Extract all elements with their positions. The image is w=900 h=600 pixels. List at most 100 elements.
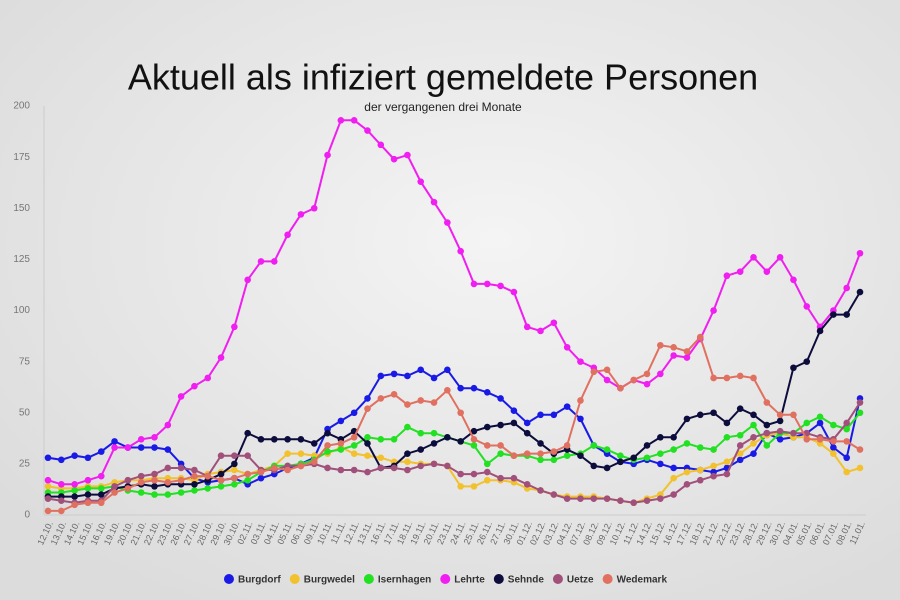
data-point bbox=[750, 254, 757, 261]
data-point bbox=[217, 470, 225, 478]
data-point bbox=[97, 499, 105, 507]
data-point bbox=[710, 446, 717, 453]
data-point bbox=[657, 495, 664, 502]
data-point bbox=[444, 219, 451, 226]
data-point bbox=[244, 476, 251, 484]
data-point bbox=[643, 380, 651, 388]
data-point bbox=[830, 421, 837, 429]
data-point bbox=[550, 456, 558, 464]
data-point bbox=[670, 352, 677, 359]
data-point bbox=[856, 446, 864, 453]
data-point bbox=[790, 364, 797, 372]
data-point bbox=[44, 454, 52, 462]
data-point bbox=[670, 344, 677, 351]
legend-marker bbox=[602, 574, 613, 584]
data-point bbox=[590, 368, 598, 376]
data-point bbox=[763, 268, 771, 275]
data-point bbox=[137, 436, 145, 443]
data-point bbox=[736, 372, 744, 380]
data-point bbox=[670, 464, 677, 472]
data-point bbox=[417, 366, 425, 374]
data-point bbox=[151, 470, 158, 478]
chart-title: Aktuell als infiziert gemeldete Personen bbox=[128, 57, 758, 98]
data-point bbox=[231, 474, 238, 482]
data-point bbox=[377, 372, 385, 380]
data-point bbox=[537, 327, 544, 335]
data-point bbox=[523, 450, 531, 457]
data-point bbox=[164, 491, 172, 498]
data-point bbox=[191, 382, 198, 390]
data-point bbox=[191, 472, 198, 480]
data-point bbox=[683, 354, 691, 361]
data-point bbox=[696, 476, 704, 484]
data-point bbox=[390, 370, 398, 378]
data-point bbox=[84, 454, 92, 462]
y-tick-label: 125 bbox=[13, 254, 30, 265]
data-point bbox=[483, 442, 491, 449]
data-point bbox=[71, 501, 78, 509]
data-point bbox=[390, 155, 398, 163]
data-point bbox=[657, 370, 664, 378]
data-point bbox=[58, 507, 65, 515]
data-point bbox=[843, 419, 850, 427]
data-point bbox=[191, 487, 198, 494]
data-point bbox=[217, 452, 225, 459]
y-tick-label: 75 bbox=[19, 356, 31, 367]
data-point bbox=[404, 466, 411, 474]
data-point bbox=[497, 282, 504, 290]
legend-marker bbox=[363, 574, 374, 584]
data-point bbox=[324, 448, 331, 455]
data-point bbox=[310, 458, 318, 466]
data-point bbox=[430, 460, 438, 468]
data-point bbox=[856, 249, 864, 257]
data-point bbox=[430, 374, 438, 382]
data-point bbox=[364, 433, 371, 441]
data-point bbox=[750, 433, 757, 441]
data-point bbox=[84, 491, 92, 498]
data-point bbox=[483, 389, 491, 396]
data-point bbox=[657, 341, 664, 349]
data-point bbox=[404, 450, 411, 457]
data-point bbox=[404, 423, 411, 431]
data-point bbox=[377, 454, 385, 462]
data-point bbox=[603, 495, 611, 502]
data-point bbox=[430, 440, 438, 447]
data-point bbox=[71, 487, 78, 494]
data-point bbox=[364, 127, 371, 134]
data-point bbox=[630, 454, 638, 462]
data-point bbox=[683, 468, 691, 476]
data-point bbox=[577, 495, 584, 502]
legend-label: Isernhagen bbox=[378, 575, 431, 586]
data-point bbox=[776, 427, 784, 435]
data-point bbox=[510, 474, 518, 482]
data-point bbox=[843, 468, 850, 476]
data-point bbox=[310, 440, 318, 447]
data-point bbox=[630, 499, 638, 507]
data-point bbox=[470, 427, 478, 435]
legend-item: Burgdorf bbox=[223, 574, 281, 586]
data-point bbox=[404, 401, 411, 408]
data-point bbox=[790, 411, 797, 419]
data-point bbox=[683, 348, 691, 355]
data-point bbox=[84, 485, 92, 492]
data-point bbox=[137, 472, 145, 480]
data-point bbox=[843, 454, 850, 462]
data-point bbox=[137, 444, 145, 451]
data-point bbox=[404, 458, 411, 466]
data-point bbox=[670, 433, 677, 441]
data-point bbox=[830, 450, 837, 457]
data-point bbox=[111, 489, 118, 496]
data-point bbox=[257, 468, 265, 476]
data-point bbox=[776, 411, 784, 419]
data-point bbox=[58, 481, 65, 488]
y-tick-label: 25 bbox=[19, 459, 31, 470]
data-point bbox=[577, 415, 584, 423]
data-point bbox=[244, 429, 251, 437]
data-point bbox=[404, 151, 411, 159]
data-point bbox=[683, 415, 691, 423]
data-point bbox=[377, 436, 385, 443]
data-point bbox=[364, 468, 371, 476]
legend-item: Wedemark bbox=[602, 574, 667, 586]
data-point bbox=[390, 391, 398, 398]
data-point bbox=[151, 491, 158, 498]
